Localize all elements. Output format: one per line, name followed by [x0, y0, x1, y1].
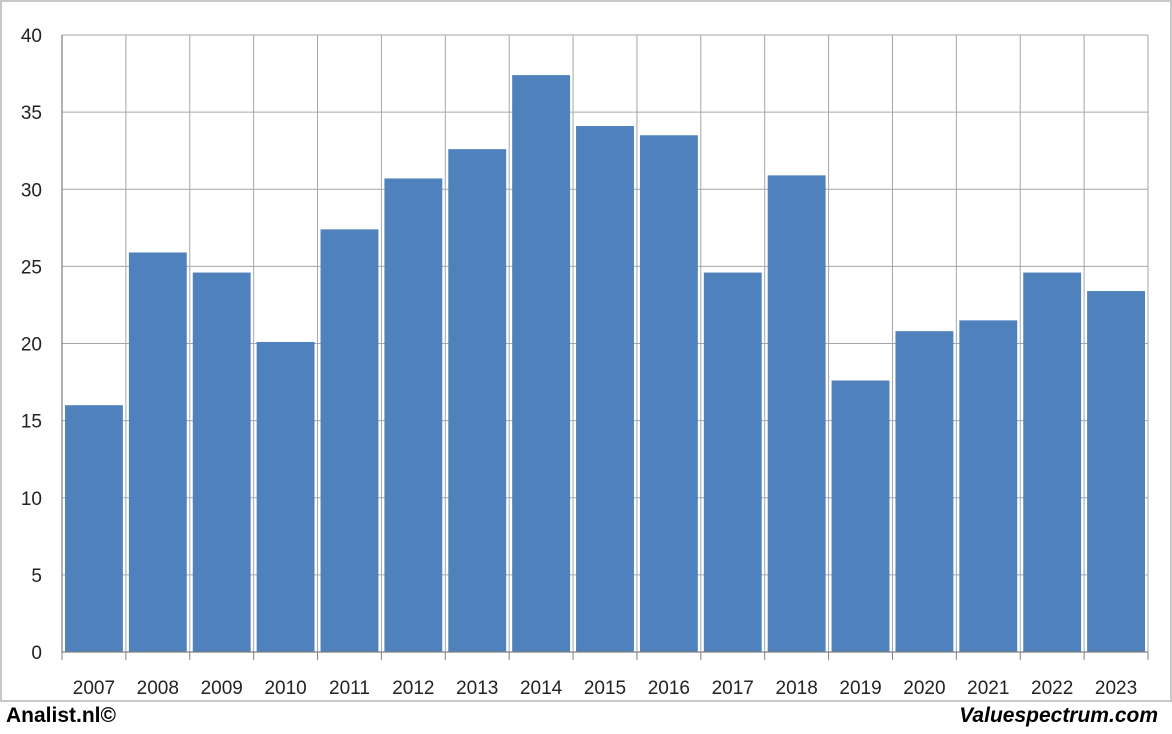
bar [384, 178, 443, 652]
x-tick-label: 2015 [584, 678, 626, 699]
footer-source-label: Analist.nl© [6, 704, 116, 727]
bar [895, 331, 954, 652]
x-tick-label: 2021 [967, 678, 1009, 699]
bar [959, 320, 1018, 652]
bar [1023, 272, 1082, 652]
bar [128, 252, 187, 652]
chart-frame: 0 5 10 15 20 25 30 35 40 2007 2008 2009 2010 2011 2012… [0, 0, 1172, 702]
bar [767, 175, 826, 652]
y-tick-label: 10 [21, 489, 42, 510]
x-tick-label: 2016 [648, 678, 690, 699]
bar [448, 149, 507, 652]
x-tick-label: 2020 [903, 678, 945, 699]
y-tick-label: 20 [21, 335, 42, 356]
bar [256, 341, 315, 652]
bar [1087, 291, 1145, 652]
bar [320, 229, 379, 653]
bar [639, 135, 698, 652]
bar [65, 405, 123, 652]
x-tick-label: 2011 [329, 678, 370, 699]
x-tick-label: 2007 [73, 678, 115, 699]
x-tick-label: 2022 [1031, 678, 1073, 699]
y-tick-label: 5 [31, 566, 42, 587]
x-tick-label: 2009 [201, 678, 243, 699]
bar [192, 272, 251, 652]
bar [703, 272, 762, 652]
y-tick-label: 25 [21, 257, 42, 278]
y-tick-label: 30 [21, 180, 42, 201]
y-tick-label: 0 [31, 643, 42, 664]
x-tick-label: 2008 [137, 678, 179, 699]
bar [512, 75, 571, 653]
y-tick-label: 35 [21, 103, 42, 124]
y-tick-label: 40 [21, 26, 42, 47]
bar [576, 126, 634, 652]
x-tick-label: 2017 [712, 678, 754, 699]
bar-chart: 0 5 10 15 20 25 30 35 40 2007 2008 2009 2010 2011 2012… [21, 26, 1149, 699]
x-tick-label: 2012 [392, 678, 434, 699]
bar [831, 380, 890, 652]
x-tick-label: 2013 [456, 678, 498, 699]
x-tick-label: 2018 [776, 678, 818, 699]
x-tick-label: 2019 [839, 678, 881, 699]
footer-brand-label: Valuespectrum.com [959, 704, 1158, 727]
x-tick-label: 2010 [264, 678, 306, 699]
x-tick-label: 2014 [520, 678, 563, 699]
x-tick-label: 2023 [1095, 678, 1137, 699]
y-tick-label: 15 [21, 412, 42, 433]
